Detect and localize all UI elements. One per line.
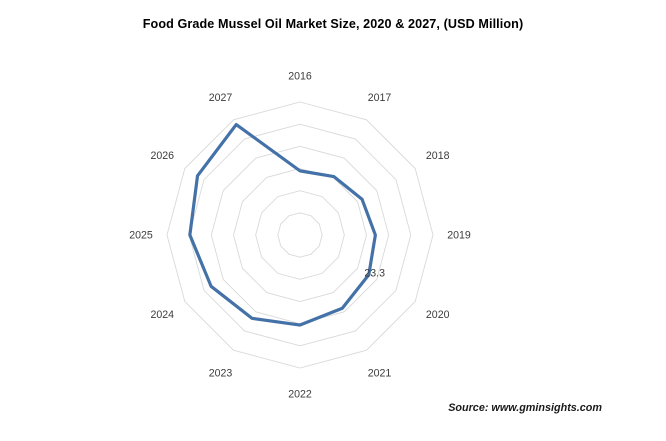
series-line	[188, 122, 377, 327]
grid-ring	[277, 212, 323, 258]
axis-label-2021: 2021	[368, 367, 392, 379]
grid-ring	[166, 101, 434, 369]
axis-label-2019: 2019	[447, 230, 471, 242]
radar-data-labels: 23.3	[364, 268, 385, 280]
axis-label-2018: 2018	[426, 150, 450, 162]
grid-ring	[210, 145, 390, 325]
data-label-2020: 23.3	[364, 268, 385, 280]
axis-label-2023: 2023	[209, 367, 233, 379]
axis-label-2020: 2020	[426, 309, 450, 321]
axis-label-2016: 2016	[288, 71, 312, 83]
chart-title: Food Grade Mussel Oil Market Size, 2020 …	[142, 17, 524, 31]
axis-label-2025: 2025	[129, 230, 153, 242]
chart-source-attribution: Source: www.gminsights.com	[448, 402, 602, 414]
radar-grid-rings	[166, 101, 434, 369]
radar-data-polygon	[188, 122, 377, 327]
grid-ring	[188, 123, 412, 347]
grid-ring	[255, 190, 345, 280]
axis-label-2026: 2026	[151, 150, 175, 162]
axis-label-2027: 2027	[209, 92, 233, 104]
axis-label-2022: 2022	[288, 389, 312, 401]
radar-axis-labels: 2016 2017 2018 2019 2020 2021 2022 2023 2024 2025…	[129, 71, 471, 401]
axis-label-2017: 2017	[368, 92, 392, 104]
axis-label-2024: 2024	[151, 309, 175, 321]
grid-ring	[233, 168, 367, 302]
